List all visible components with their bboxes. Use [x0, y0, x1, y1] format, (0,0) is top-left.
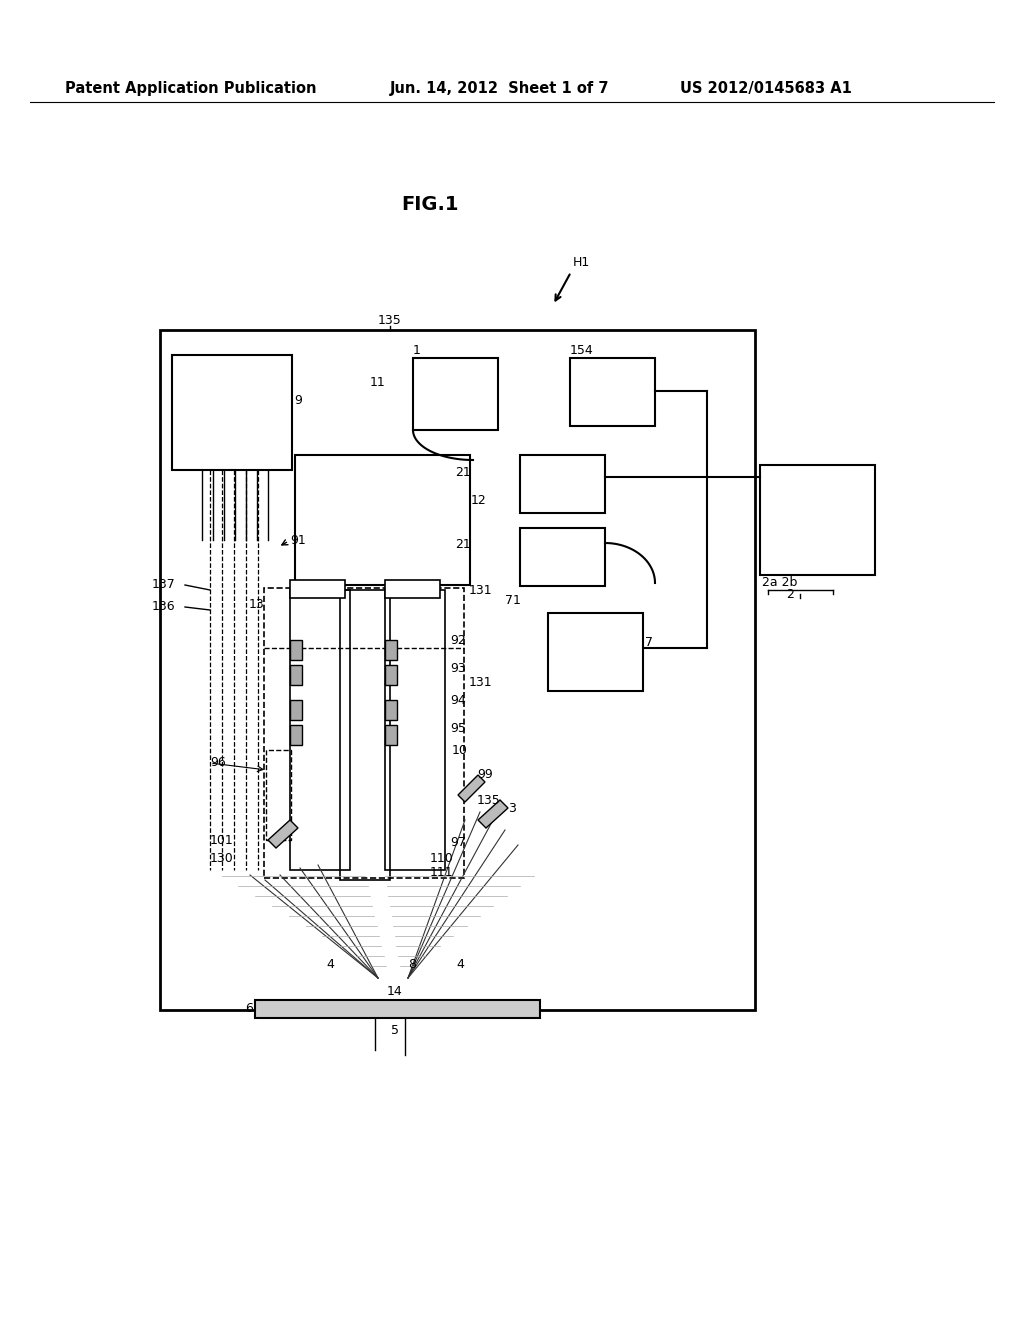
- Bar: [385, 700, 397, 719]
- Text: 6: 6: [245, 1002, 253, 1015]
- Bar: [385, 579, 440, 598]
- Text: 91: 91: [290, 533, 306, 546]
- Bar: [264, 587, 464, 878]
- Text: 94: 94: [450, 693, 466, 706]
- Text: 131: 131: [469, 676, 493, 689]
- Bar: [385, 640, 397, 660]
- Bar: [570, 358, 655, 426]
- Bar: [520, 528, 605, 586]
- Bar: [290, 725, 302, 744]
- Bar: [340, 590, 390, 880]
- Text: 8: 8: [408, 958, 416, 972]
- Text: 101: 101: [210, 833, 233, 846]
- Text: 92: 92: [450, 634, 466, 647]
- Bar: [385, 590, 445, 870]
- Bar: [266, 750, 291, 840]
- Text: 12: 12: [471, 494, 486, 507]
- Text: 154: 154: [570, 343, 594, 356]
- Bar: [295, 455, 470, 585]
- Bar: [340, 590, 390, 880]
- Text: 7: 7: [645, 636, 653, 649]
- Text: 71: 71: [505, 594, 521, 606]
- Text: 10: 10: [452, 743, 468, 756]
- Text: 137: 137: [152, 578, 176, 591]
- Text: 9: 9: [294, 393, 302, 407]
- Bar: [290, 579, 345, 598]
- Bar: [160, 330, 755, 1010]
- Polygon shape: [268, 820, 298, 847]
- Text: 4: 4: [326, 958, 334, 972]
- Polygon shape: [458, 775, 485, 803]
- Text: 97: 97: [450, 836, 466, 849]
- Bar: [290, 700, 302, 719]
- Text: 4: 4: [456, 958, 464, 972]
- Bar: [255, 1001, 540, 1018]
- Bar: [385, 725, 397, 744]
- Text: 131: 131: [469, 583, 493, 597]
- Text: 14: 14: [387, 985, 402, 998]
- Text: 111: 111: [430, 866, 454, 879]
- Text: Jun. 14, 2012  Sheet 1 of 7: Jun. 14, 2012 Sheet 1 of 7: [390, 81, 609, 95]
- Text: 21: 21: [456, 466, 471, 479]
- Text: 136: 136: [152, 601, 176, 614]
- Bar: [413, 358, 498, 430]
- Text: 96: 96: [210, 755, 225, 768]
- Bar: [290, 640, 302, 660]
- Text: 3: 3: [508, 801, 516, 814]
- Text: 1: 1: [413, 343, 421, 356]
- Bar: [385, 665, 397, 685]
- Bar: [290, 590, 350, 870]
- Bar: [548, 612, 643, 690]
- Text: 13: 13: [248, 598, 264, 611]
- Bar: [520, 455, 605, 513]
- Text: FIG.1: FIG.1: [401, 195, 459, 214]
- Text: 99: 99: [477, 768, 493, 781]
- Text: 135: 135: [477, 793, 501, 807]
- Bar: [290, 665, 302, 685]
- Text: H1: H1: [573, 256, 590, 268]
- Text: 11: 11: [370, 376, 385, 389]
- Bar: [172, 355, 292, 470]
- Text: Patent Application Publication: Patent Application Publication: [65, 81, 316, 95]
- Text: 130: 130: [210, 851, 233, 865]
- Bar: [760, 465, 874, 576]
- Text: US 2012/0145683 A1: US 2012/0145683 A1: [680, 81, 852, 95]
- Text: 95: 95: [450, 722, 466, 734]
- Text: 2: 2: [786, 589, 794, 602]
- Polygon shape: [478, 800, 508, 828]
- Text: 110: 110: [430, 851, 454, 865]
- Text: 2a 2b: 2a 2b: [762, 576, 798, 589]
- Text: 93: 93: [450, 661, 466, 675]
- Text: 5: 5: [391, 1023, 399, 1036]
- Text: 135: 135: [378, 314, 401, 326]
- Text: 21: 21: [456, 539, 471, 552]
